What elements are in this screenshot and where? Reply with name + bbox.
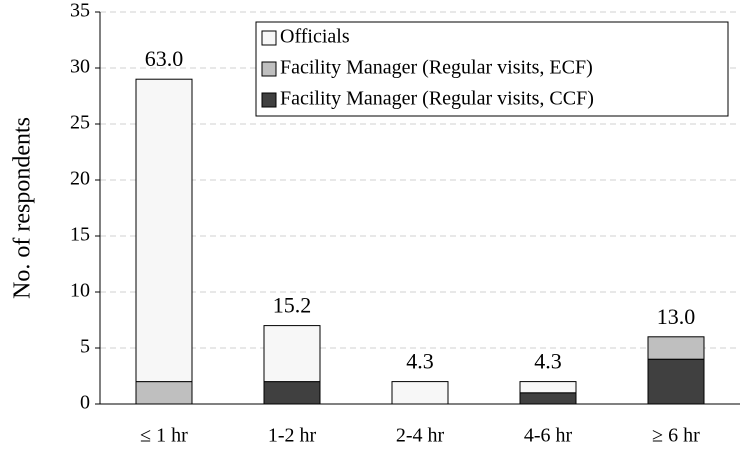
bar-segment [519, 381, 577, 394]
bar-segment [263, 325, 321, 383]
legend-swatch [261, 92, 277, 108]
legend-swatch [261, 61, 277, 77]
legend-label: Facility Manager (Regular visits, ECF) [280, 57, 593, 79]
y-tick-label: 35 [70, 0, 90, 22]
y-tick-label: 20 [70, 168, 90, 190]
legend-label: Facility Manager (Regular visits, CCF) [280, 88, 594, 110]
y-tick-label: 25 [70, 112, 90, 134]
legend-box [255, 21, 729, 117]
y-tick-label: 10 [70, 280, 90, 302]
total-label: 63.0 [145, 46, 184, 71]
legend-label: Officials [280, 26, 350, 48]
bar-segment [647, 358, 705, 405]
total-label: 4.3 [406, 349, 434, 374]
x-tick-label: 4-6 hr [524, 425, 573, 447]
total-label: 13.0 [657, 304, 696, 329]
legend-swatch [261, 30, 277, 46]
x-tick-label: 1-2 hr [268, 425, 317, 447]
y-tick-label: 5 [80, 336, 90, 358]
x-tick-label: ≥ 6 hr [652, 425, 700, 447]
total-label: 4.3 [534, 349, 562, 374]
y-tick-label: 30 [70, 56, 90, 78]
bar-segment [647, 336, 705, 360]
bar-segment [135, 78, 193, 383]
y-axis-label: No. of respondents [10, 117, 36, 299]
bar-segment [519, 392, 577, 405]
y-tick-label: 0 [80, 392, 90, 414]
x-tick-label: ≤ 1 hr [140, 425, 188, 447]
bar-segment [391, 381, 449, 405]
x-tick-label: 2-4 hr [396, 425, 445, 447]
y-tick-label: 15 [70, 224, 90, 246]
bar-segment [263, 381, 321, 405]
bar-segment [135, 381, 193, 405]
total-label: 15.2 [273, 293, 312, 318]
